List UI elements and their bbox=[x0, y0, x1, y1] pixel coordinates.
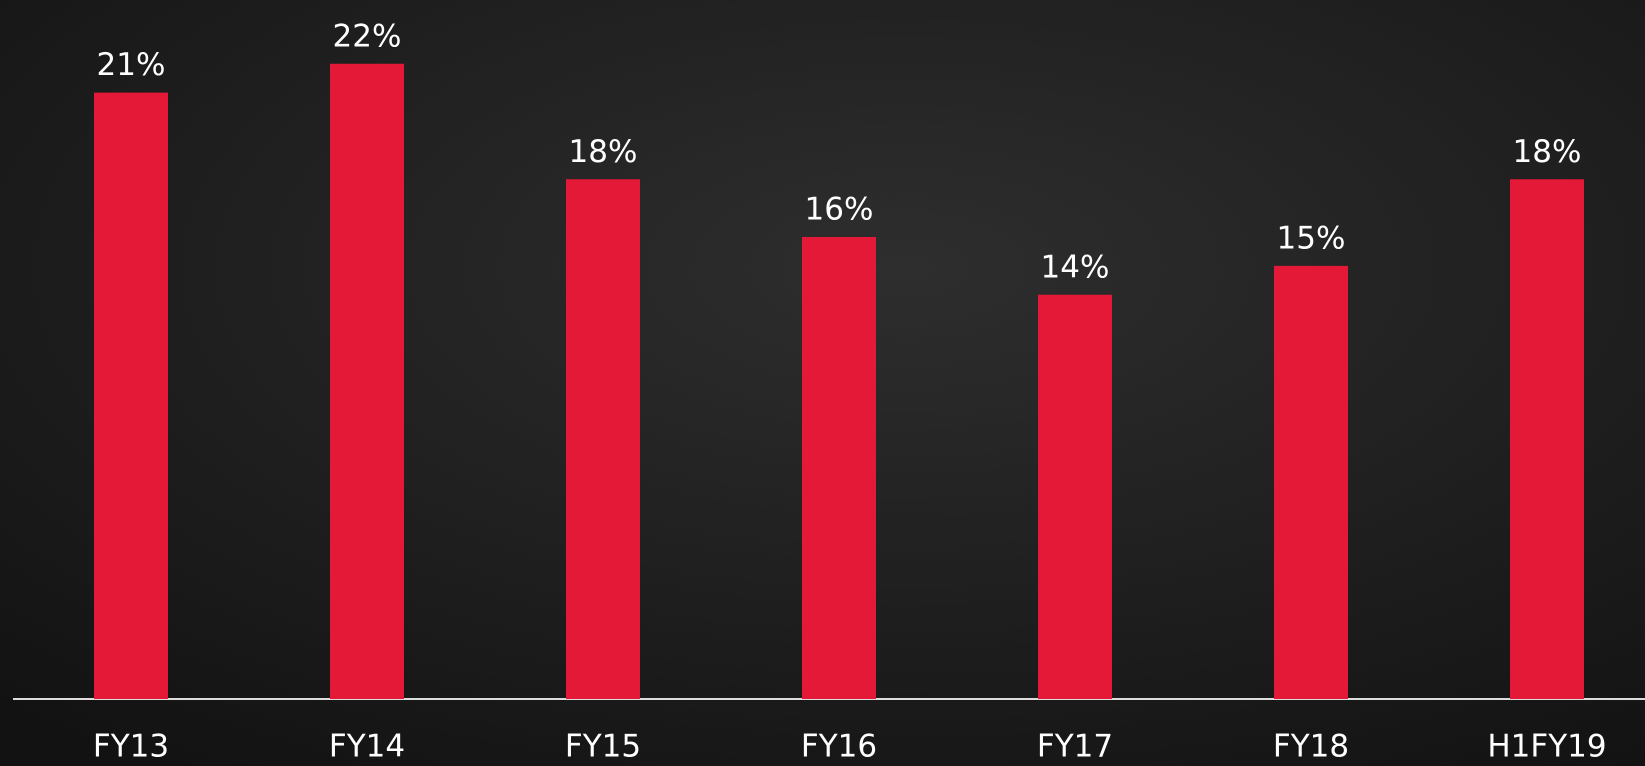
data-label: 18% bbox=[569, 134, 638, 170]
bar bbox=[1274, 265, 1348, 699]
x-tick-label: FY15 bbox=[565, 729, 641, 765]
bar bbox=[1510, 179, 1584, 699]
x-tick-label: FY14 bbox=[329, 729, 405, 765]
bar bbox=[1038, 294, 1112, 699]
data-label: 15% bbox=[1277, 220, 1346, 256]
x-tick-label: FY16 bbox=[801, 729, 877, 765]
x-tick-label: FY13 bbox=[93, 729, 169, 765]
bar bbox=[802, 237, 876, 699]
x-tick-label: H1FY19 bbox=[1487, 729, 1606, 765]
data-label: 14% bbox=[1041, 249, 1110, 285]
x-tick-label: FY17 bbox=[1037, 729, 1113, 765]
bar bbox=[566, 179, 640, 699]
x-tick-label: FY18 bbox=[1273, 729, 1349, 765]
data-label: 21% bbox=[97, 47, 166, 83]
bar bbox=[94, 92, 168, 699]
bar bbox=[330, 63, 404, 699]
data-label: 16% bbox=[805, 192, 874, 228]
data-label: 22% bbox=[333, 18, 402, 54]
data-label: 18% bbox=[1513, 134, 1582, 170]
